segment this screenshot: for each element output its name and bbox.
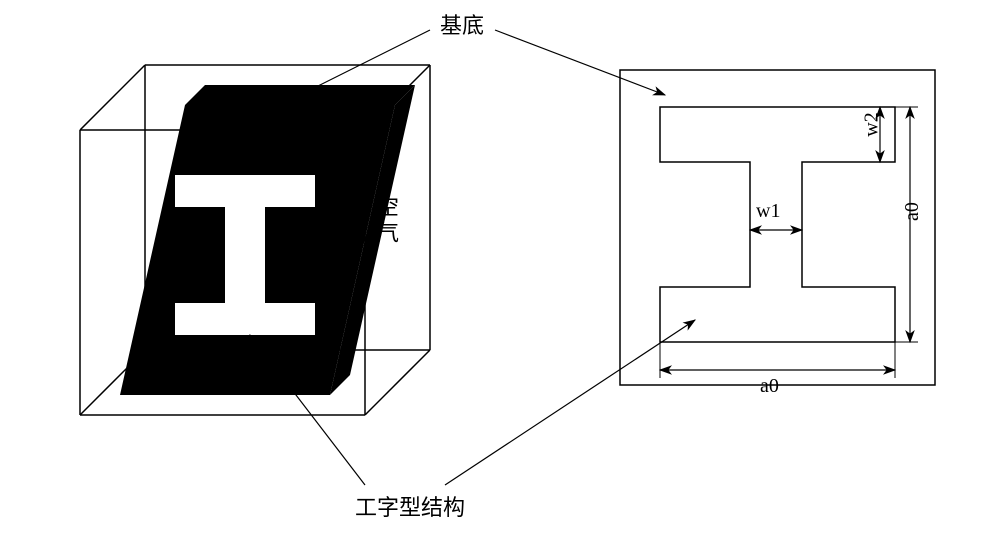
label-a0-v: a0 xyxy=(901,202,924,221)
label-substrate: 基底 xyxy=(440,8,484,40)
label-i-shape: 工字型结构 xyxy=(355,490,465,522)
label-w2: w2 xyxy=(861,112,884,136)
label-air: 空气 xyxy=(370,195,402,247)
diagram-svg xyxy=(0,0,1000,551)
label-a0-h: a0 xyxy=(760,375,779,398)
label-w1: w1 xyxy=(756,200,780,223)
